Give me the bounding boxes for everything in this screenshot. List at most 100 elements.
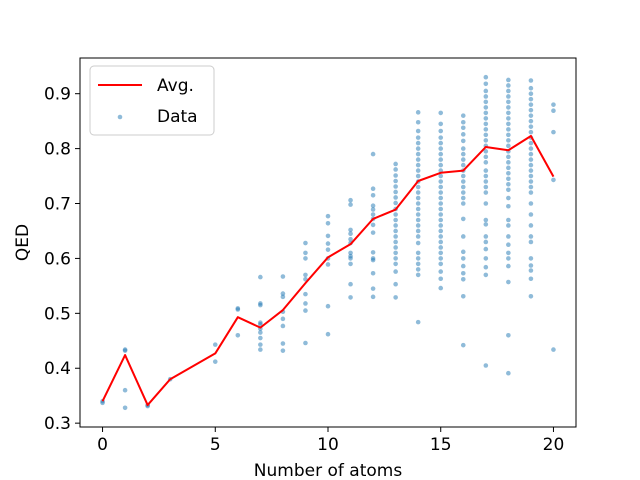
data-point — [528, 276, 534, 282]
data-point — [460, 151, 466, 157]
data-point — [506, 138, 511, 143]
data-point — [460, 119, 466, 125]
data-point — [303, 340, 308, 346]
data-point — [460, 162, 466, 168]
data-point — [506, 77, 511, 83]
x-tick-label: 20 — [543, 435, 565, 455]
data-point — [483, 88, 489, 94]
data-point — [393, 295, 398, 300]
data-point — [348, 261, 353, 267]
data-point — [415, 162, 421, 168]
data-point — [506, 279, 511, 285]
data-point — [370, 186, 376, 191]
data-point — [303, 308, 308, 313]
data-point — [483, 234, 489, 239]
data-point — [438, 276, 444, 282]
data-point — [483, 160, 489, 165]
data-point — [348, 281, 353, 287]
data-point — [506, 121, 511, 127]
data-point — [483, 154, 489, 160]
data-point — [506, 127, 511, 132]
data-point — [460, 146, 466, 151]
data-point — [460, 276, 466, 282]
data-point — [415, 135, 421, 140]
data-point — [506, 256, 511, 261]
data-point — [460, 113, 466, 118]
data-point — [393, 269, 398, 274]
data-point — [415, 267, 421, 272]
data-point — [393, 173, 398, 178]
data-point — [483, 116, 489, 121]
data-point — [460, 216, 466, 222]
data-point — [438, 128, 444, 134]
data-point — [528, 168, 534, 173]
data-point — [393, 245, 398, 250]
data-point — [528, 96, 534, 102]
data-point — [235, 333, 241, 338]
data-point — [393, 184, 398, 189]
data-point — [393, 250, 398, 256]
data-point — [528, 107, 534, 113]
data-point — [280, 341, 286, 346]
data-point — [506, 160, 511, 165]
data-point — [280, 323, 286, 329]
data-point — [370, 192, 376, 198]
data-point — [506, 242, 511, 247]
data-point — [415, 110, 421, 115]
data-point — [506, 99, 511, 105]
data-point — [393, 161, 398, 167]
data-point — [506, 203, 511, 209]
data-point — [438, 245, 444, 250]
data-point — [528, 294, 534, 299]
data-point — [460, 138, 466, 144]
data-point — [460, 342, 466, 348]
data-point — [438, 250, 444, 256]
data-point — [506, 154, 511, 160]
data-point — [280, 291, 286, 296]
data-point — [460, 179, 466, 184]
data-point — [528, 212, 534, 217]
y-tick-label: 0.6 — [44, 249, 71, 269]
data-point — [235, 307, 241, 312]
y-tick-label: 0.5 — [44, 304, 71, 324]
data-point — [325, 213, 331, 219]
data-point — [506, 105, 511, 110]
data-point — [460, 125, 466, 131]
data-point — [506, 187, 511, 193]
data-point — [506, 250, 511, 256]
data-point — [483, 168, 489, 173]
data-point — [393, 212, 398, 217]
data-point — [506, 223, 511, 228]
data-point — [483, 138, 489, 143]
data-point — [460, 263, 466, 269]
data-point — [415, 228, 421, 234]
data-point — [528, 179, 534, 184]
legend-data-label: Data — [157, 107, 198, 127]
data-point — [506, 370, 511, 376]
x-tick-label: 5 — [210, 435, 221, 455]
y-tick-label: 0.3 — [44, 414, 71, 434]
data-point — [483, 239, 489, 245]
data-point — [100, 400, 105, 406]
data-point — [460, 157, 466, 162]
data-point — [438, 173, 444, 179]
data-point — [393, 195, 398, 200]
data-point — [438, 179, 444, 184]
data-point — [438, 212, 444, 217]
data-point — [258, 274, 263, 280]
data-point — [280, 274, 286, 279]
data-point — [438, 157, 444, 162]
data-point — [393, 234, 398, 239]
data-point — [303, 301, 308, 306]
data-point — [122, 387, 128, 393]
data-point — [415, 168, 421, 173]
data-point — [483, 127, 489, 132]
data-point — [528, 140, 534, 146]
data-point — [370, 151, 376, 157]
data-point — [506, 234, 511, 239]
data-point — [506, 165, 511, 171]
data-point — [415, 256, 421, 261]
data-point — [370, 257, 376, 263]
data-point — [483, 363, 489, 368]
data-point — [370, 250, 376, 255]
